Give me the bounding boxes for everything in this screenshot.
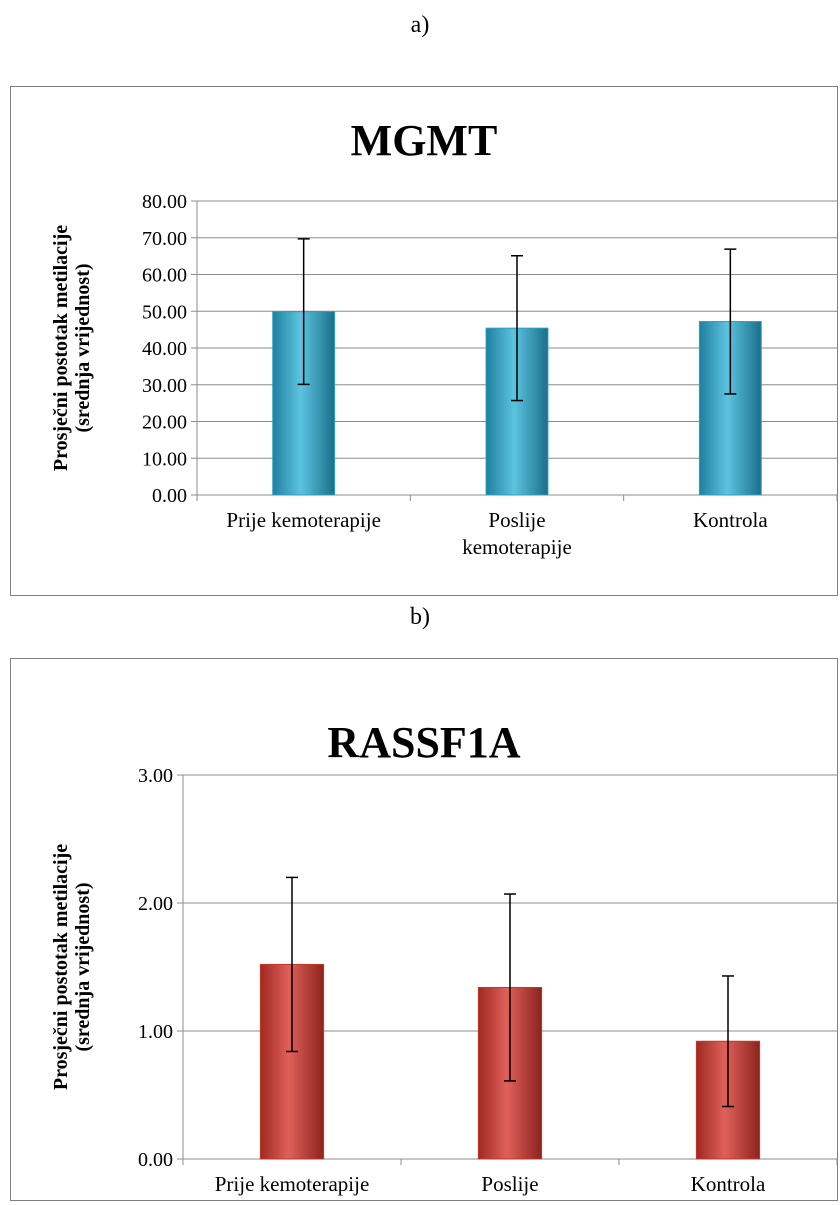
y-tick-label: 0.00 bbox=[138, 1149, 173, 1171]
mgmt-chart-frame: MGMT Prosječni postotak metilacije (srednj… bbox=[10, 86, 838, 596]
y-axis-label-line: Prosječni postotak metilacije bbox=[50, 844, 72, 1090]
y-tick-label: 60.00 bbox=[142, 265, 187, 287]
y-tick-label: 1.00 bbox=[138, 1021, 173, 1043]
rassf1a-chart: RASSF1A Prosječni postotak metilacije (sre… bbox=[50, 718, 838, 1205]
mgmt-chart: MGMT Prosječni postotak metilacije (srednj… bbox=[50, 116, 838, 559]
y-tick-label: 30.00 bbox=[142, 375, 187, 397]
y-tick-label: 50.00 bbox=[142, 301, 187, 323]
x-category-label: Kontrola bbox=[693, 508, 768, 532]
y-axis-label-line: Prosječni postotak metilacije bbox=[50, 225, 72, 471]
x-category-label: Prije kemoterapije bbox=[226, 508, 381, 532]
y-tick-label: 2.00 bbox=[138, 893, 173, 915]
y-axis-label-line: (srednja vrijednost) bbox=[72, 263, 94, 432]
x-category-label: kemoterapije bbox=[455, 1199, 565, 1200]
x-category-label: Poslije bbox=[481, 1172, 538, 1196]
x-category-label: Poslije bbox=[488, 508, 545, 532]
x-category-label: Prije kemoterapije bbox=[215, 1172, 370, 1196]
y-tick-label: 40.00 bbox=[142, 338, 187, 360]
y-tick-label: 80.00 bbox=[142, 191, 187, 213]
chart-title: RASSF1A bbox=[327, 718, 520, 767]
chart-title: MGMT bbox=[351, 116, 498, 165]
y-tick-label: 20.00 bbox=[142, 412, 187, 434]
y-axis-label: Prosječni postotak metilacije (srednja vr… bbox=[50, 225, 94, 471]
panel-label-a: a) bbox=[410, 12, 430, 38]
y-tick-label: 0.00 bbox=[152, 485, 187, 507]
y-tick-label: 70.00 bbox=[142, 228, 187, 250]
rassf1a-chart-frame: RASSF1A Prosječni postotak metilacije (sre… bbox=[10, 658, 838, 1205]
y-axis-label-line: (srednja vrijednost) bbox=[72, 882, 94, 1051]
panel-label-b: b) bbox=[410, 604, 430, 630]
x-category-label: kemoterapije bbox=[462, 535, 572, 559]
y-axis-label: Prosječni postotak metilacije (srednja vr… bbox=[50, 844, 94, 1090]
y-tick-label: 10.00 bbox=[142, 448, 187, 470]
y-tick-label: 3.00 bbox=[138, 765, 173, 787]
x-category-label: Kontrola bbox=[691, 1172, 766, 1196]
